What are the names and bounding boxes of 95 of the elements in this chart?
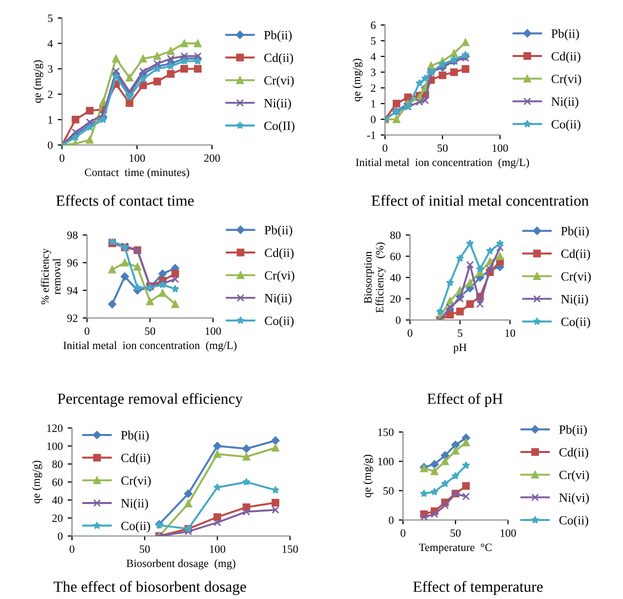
legend-label: Co(ii) [264,316,294,328]
legend-label: Cd(ii) [264,53,294,65]
legend-label: Cr(vi) [264,76,294,88]
x-tick-label: 150 [282,545,298,553]
legend-label: Ni(ii) [551,97,578,108]
x-axis-title: Initial metal ion concentration (mg/L) [356,158,530,168]
legend-label: Cr(vi) [264,270,294,282]
legend-label: Ni(vi) [559,493,589,504]
y-axis-title: % efficiency removal [40,248,60,304]
legend-label: Cr(vi) [561,272,591,284]
y-axis-title: qe (mg/g) [32,460,42,504]
x-axis-title: Biosorbent dosage (mg) [126,559,236,570]
x-tick-label: 200 [204,154,220,162]
x-tick-label: 50 [438,144,448,152]
legend-label: Pb(ii) [551,29,579,40]
legend-label: Pb(ii) [561,226,589,238]
x-tick-label: 10 [505,329,516,337]
legend-label: Cd(ii) [121,453,150,465]
x-tick-label: 100 [210,545,226,553]
y-tick-label: 3 [370,68,376,76]
y-tick-label: 1 [48,116,52,124]
legend-label: Co(ii) [561,317,590,329]
legend-label: Co(II) [264,121,294,133]
legend-label: Co(ii) [552,120,580,132]
legend-label: Cd(ii) [559,448,588,460]
y-axis-title: qe (mg/g) [363,454,374,498]
x-axis-title: pH [453,344,466,354]
y-tick-label: 120 [47,424,63,432]
x-axis-title: Initial metal ion concentration (mg/L) [63,341,237,352]
y-tick-label: 20 [52,514,63,522]
y-tick-label: 100 [47,442,63,450]
y-tick-label: 2 [48,90,52,98]
x-tick-label: 50 [140,545,150,553]
y-tick-label: -1 [367,132,376,139]
text: Effects of contact time [56,194,194,206]
x-axis-title: Temperature °C [419,544,492,554]
y-tick-label: 40 [390,274,401,282]
text: Effect of pH [427,392,503,408]
y-tick-label: 80 [390,231,401,239]
y-tick-label: 60 [390,252,401,260]
y-tick-label: 1 [371,100,376,108]
legend-label: Co(ii) [121,521,150,533]
x-tick-label: 50 [145,327,156,335]
legend-label: Cd(ii) [552,52,580,64]
y-tick-label: 5 [371,37,376,45]
legend-label: Pb(ii) [559,425,587,436]
x-tick-label: 5 [458,329,462,337]
y-tick-label: 6 [370,21,376,29]
y-tick-label: 98 [67,231,78,239]
y-tick-label: 60 [52,478,63,486]
y-tick-label: 96 [67,259,78,267]
y-tick-label: 0 [396,316,401,324]
x-tick-label: 0 [408,329,412,337]
y-axis-title: qe (mg/g) [352,58,363,102]
legend-label: Cr(vi) [121,476,151,488]
x-tick-label: 100 [206,327,221,335]
legend-label: Cd(ii) [264,248,294,260]
legend-label: Co(ii) [559,516,588,528]
legend-label: Ni(ii) [121,498,148,510]
y-tick-label: 50 [384,487,394,495]
legend-label: Cr(vi) [552,74,582,86]
legend-label: Pb(ii) [264,226,292,237]
y-tick-label: 0 [388,516,394,524]
y-axis-title: Biosorption Efficiency (%) [364,242,386,313]
y-tick-label: 5 [48,14,53,22]
x-tick-label: 100 [500,529,516,537]
y-tick-label: 92 [67,314,78,322]
legend-label: Ni(ii) [561,294,588,306]
legend-label: Cr(vi) [559,470,589,482]
y-tick-label: 80 [52,460,63,468]
legend-label: Ni(ii) [264,294,292,305]
y-tick-label: 150 [378,428,394,436]
x-tick-label: 50 [450,529,461,537]
text: Effect of initial metal concentration [372,194,589,206]
y-tick-label: 2 [370,84,376,92]
y-tick-label: 20 [390,295,401,303]
y-tick-label: 4 [48,40,53,48]
y-tick-label: 100 [378,458,394,466]
y-tick-label: 3 [48,65,53,73]
text: Effect of temperature [413,580,543,596]
x-tick-label: 100 [130,154,145,162]
y-axis-title: qe (mg/g) [33,60,44,103]
legend-label: Ni(ii) [264,98,291,110]
legend-label: Pb(ii) [264,30,292,42]
text: The effect of biosorbent dosage [54,580,246,596]
x-tick-label: 100 [492,144,508,152]
y-tick-label: 4 [370,52,376,60]
y-tick-label: 0 [370,116,376,124]
legend-label: Pb(ii) [121,430,149,442]
x-axis-title: Contact time (minutes) [84,168,190,178]
y-tick-label: 40 [52,496,63,504]
y-tick-label: 94 [67,286,78,294]
x-tick-label: 0 [84,327,90,335]
legend-label: Cd(ii) [561,249,590,261]
text: Percentage removal efficiency [58,392,243,408]
